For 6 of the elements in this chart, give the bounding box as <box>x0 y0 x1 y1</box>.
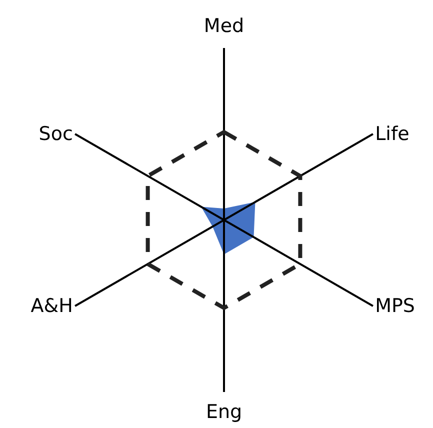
spoke-label: Soc <box>38 123 73 145</box>
spoke-label: MPS <box>375 295 416 317</box>
spoke-label: Med <box>204 15 244 37</box>
spoke-label: Eng <box>206 401 242 423</box>
spoke-label: Life <box>375 123 410 145</box>
spoke-label: A&H <box>30 295 73 317</box>
